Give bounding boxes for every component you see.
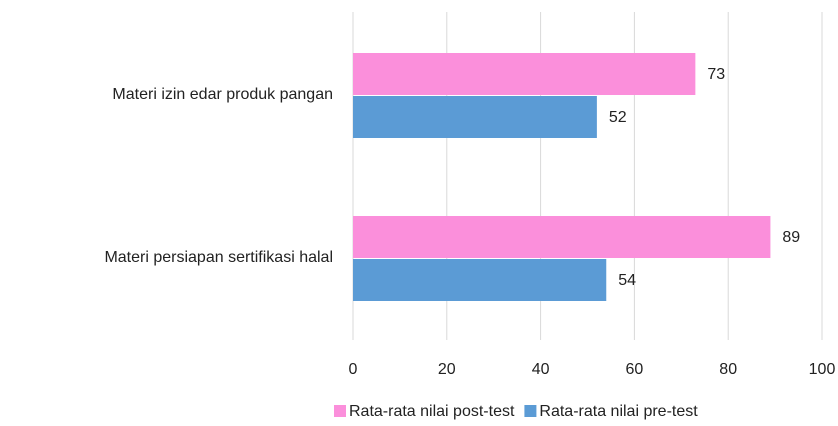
data-label: 89	[782, 229, 800, 246]
y-tick-label: Materi persiapan sertifikasi halal	[104, 249, 333, 266]
legend-swatch	[334, 405, 346, 417]
x-tick-label: 100	[809, 361, 836, 378]
bar	[353, 53, 696, 95]
bar	[353, 259, 607, 301]
x-tick-label: 40	[532, 361, 550, 378]
legend-label: Rata-rata nilai pre-test	[539, 403, 698, 420]
x-tick-label: 0	[349, 361, 358, 378]
bar	[353, 96, 597, 138]
bar	[353, 216, 771, 258]
x-tick-label: 60	[626, 361, 644, 378]
x-tick-label: 80	[719, 361, 737, 378]
x-tick-label: 20	[438, 361, 456, 378]
data-label: 52	[609, 109, 627, 126]
y-tick-label: Materi izin edar produk pangan	[112, 86, 333, 103]
data-label: 73	[707, 66, 725, 83]
legend-label: Rata-rata nilai post-test	[349, 403, 515, 420]
legend-swatch	[524, 405, 537, 417]
data-label: 54	[618, 272, 636, 289]
